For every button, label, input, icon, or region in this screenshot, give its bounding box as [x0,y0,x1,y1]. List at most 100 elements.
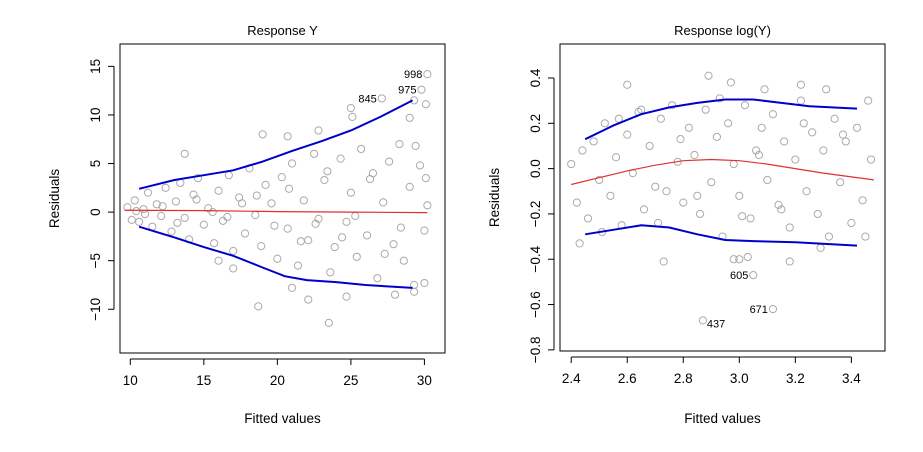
data-point [270,221,279,230]
data-point [726,78,736,87]
x-tick-label: 25 [343,373,358,388]
data-point [304,236,313,245]
data-point [311,219,320,228]
data-point [229,264,238,273]
data-point [735,191,744,200]
data-point [337,233,347,242]
data-point [774,200,783,209]
data-point [258,130,267,139]
data-point [299,196,308,205]
data-point [830,114,839,123]
y-tick-label: −0.8 [528,337,543,364]
x-tick-label: 2.4 [562,371,581,386]
outlier-point [749,270,758,280]
plot-title: Response log(Y) [674,23,771,38]
data-point [135,217,144,226]
data-point [257,242,266,251]
outlier-point [423,70,432,79]
y-tick-label: −10 [88,298,103,321]
data-point [273,254,282,263]
data-point [380,249,389,258]
data-point [567,159,576,169]
y-tick-label: 15 [88,59,103,74]
y-tick-label: 5 [88,160,103,168]
y-axis-label: Residuals [47,169,62,229]
data-point [866,155,876,164]
data-point [287,283,297,292]
data-point [277,173,286,182]
data-point [346,104,355,113]
y-tick-label: −0.6 [528,291,543,318]
data-point [780,137,789,146]
data-point [326,268,335,277]
data-point [351,211,360,221]
data-point [352,252,361,261]
data-point [389,240,398,249]
data-point [679,198,688,207]
data-point [254,302,263,311]
data-point [415,161,425,170]
data-point [864,96,873,105]
data-point [130,196,139,205]
data-point [785,223,794,232]
data-point [763,175,772,185]
data-point [283,224,292,233]
data-point [662,187,671,196]
x-axis-label: Fitted values [684,411,761,426]
data-point [218,216,228,225]
data-point [240,229,250,238]
data-point [578,146,587,155]
data-point [606,191,615,200]
data-point [314,126,323,135]
data-point [757,123,766,132]
data-point [785,257,794,266]
data-point [421,100,430,109]
y-tick-label: 0.2 [528,114,543,133]
data-point [252,191,261,200]
data-point [729,255,738,264]
x-tick-label: 10 [123,373,138,388]
data-point [229,246,238,256]
data-point [373,274,382,283]
data-point [777,205,786,214]
data-point [304,295,313,304]
data-point [760,85,769,94]
data-point [746,214,755,223]
data-point [267,199,276,208]
data-point [390,290,400,299]
data-point [791,155,800,164]
data-point [323,167,332,176]
data-point [575,239,584,248]
data-point [193,173,203,183]
data-point [293,261,303,270]
data-point [342,292,351,301]
data-point [583,214,593,223]
data-point [752,146,761,155]
data-point [768,110,778,119]
data-point [858,196,867,205]
data-point [210,239,219,248]
plot-frame [559,43,886,352]
outlier-point [377,94,386,103]
data-point [261,180,270,189]
y-axis-label: Residuals [487,168,502,228]
data-point [847,218,856,228]
data-point [296,237,305,246]
data-point [330,242,339,252]
data-point [743,252,752,262]
data-point [192,195,201,204]
outlier-label: 975 [398,85,416,97]
data-point [346,188,355,197]
data-point [841,137,850,146]
data-point [423,201,432,210]
data-point [237,199,247,208]
data-point [208,208,217,217]
data-point [738,212,747,221]
data-point [819,146,828,155]
data-point [140,209,150,219]
data-point [824,232,834,241]
x-tick-label: 30 [417,373,432,388]
data-point [712,132,721,141]
series-line-upper [584,98,858,141]
data-point [157,211,166,221]
